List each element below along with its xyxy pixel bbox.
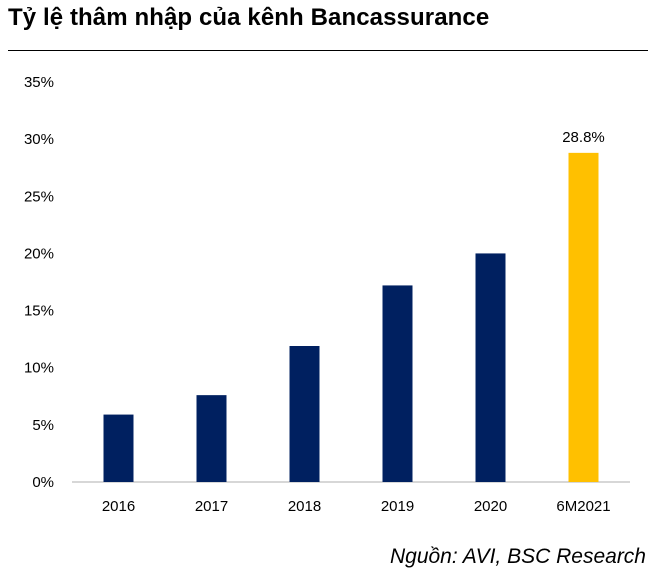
chart-title: Tỷ lệ thâm nhập của kênh Bancassurance (8, 4, 490, 31)
title-divider (8, 50, 648, 51)
x-tick-label: 6M2021 (556, 498, 610, 515)
y-tick-label: 10% (24, 360, 54, 377)
y-tick-label: 30% (24, 131, 54, 148)
bar-6M2021 (568, 152, 599, 482)
x-tick-label: 2016 (102, 498, 135, 515)
y-tick-label: 5% (32, 417, 54, 434)
y-axis: 0% 5% 10% 15% 20% 25% 30% 35% (24, 74, 54, 491)
bar-2018 (289, 346, 320, 482)
bar-2020 (475, 253, 506, 482)
y-tick-label: 15% (24, 303, 54, 320)
data-labels: 28.8% (562, 129, 605, 146)
source-note: Nguồn: AVI, BSC Research (389, 545, 646, 568)
x-axis: 2016 2017 2018 2019 2020 6M2021 (72, 481, 630, 515)
y-tick-label: 25% (24, 188, 54, 205)
data-label: 28.8% (562, 129, 605, 146)
bar-2016 (103, 414, 134, 482)
x-tick-label: 2020 (474, 498, 507, 515)
y-tick-label: 0% (32, 474, 54, 491)
bar-2017 (196, 395, 227, 482)
x-tick-label: 2018 (288, 498, 321, 515)
bar-chart: 0%5%10%15%20%25%30%35% 2016 2017 2018 2019 2… (24, 74, 630, 515)
x-tick-label: 2017 (195, 498, 228, 515)
bar-series (103, 152, 599, 482)
y-tick-label: 35% (24, 74, 54, 91)
bar-2019 (382, 285, 413, 482)
y-tick-label: 20% (24, 245, 54, 262)
x-tick-label: 2019 (381, 498, 414, 515)
